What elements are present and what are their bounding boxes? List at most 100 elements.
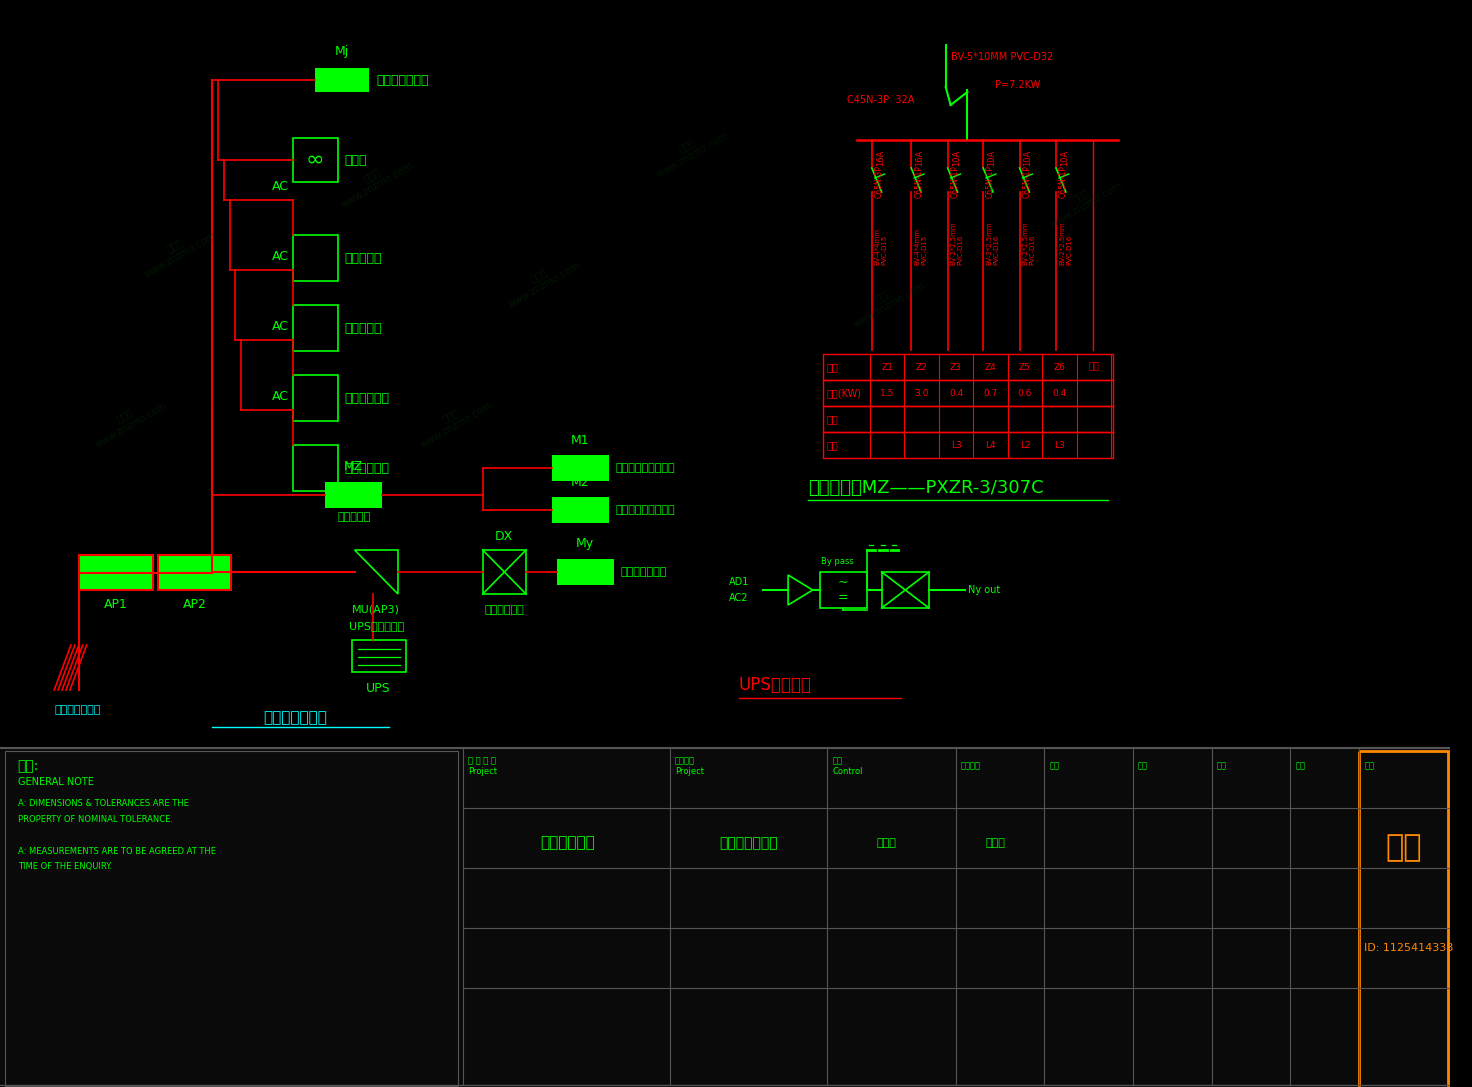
Bar — [823, 432, 1113, 458]
Text: Z6: Z6 — [1054, 362, 1066, 372]
Text: 知末: 知末 — [1385, 834, 1422, 862]
Text: BV-2*2.5mm
PVC-D16: BV-2*2.5mm PVC-D16 — [1058, 222, 1072, 265]
Text: AC: AC — [272, 180, 290, 193]
Bar — [4, 751, 458, 1086]
Bar — [293, 375, 339, 421]
Bar — [552, 497, 609, 523]
Text: Mj: Mj — [334, 46, 349, 59]
Text: 机房精密空调: 机房精密空调 — [344, 462, 390, 475]
Text: 未核算: 未核算 — [985, 838, 1005, 848]
Text: ID: 1125414338: ID: 1125414338 — [1365, 944, 1454, 953]
Text: 0.4: 0.4 — [1052, 388, 1067, 398]
Text: 照明配电箱: 照明配电箱 — [337, 512, 371, 522]
Text: BV-4*4mm
PVC-D15: BV-4*4mm PVC-D15 — [914, 228, 927, 265]
Bar — [79, 555, 153, 590]
Text: 图材数量: 图材数量 — [960, 762, 980, 771]
Text: 工程名称
Project: 工程名称 Project — [674, 757, 704, 776]
Text: 比例: 比例 — [1050, 762, 1060, 771]
Text: 知末网
www.znzmo.com: 知末网 www.znzmo.com — [87, 390, 169, 450]
Text: BV-4*4mm
PVC-D15: BV-4*4mm PVC-D15 — [874, 228, 888, 265]
Text: BV-2*2.5mm
PVC-D16: BV-2*2.5mm PVC-D16 — [951, 222, 964, 265]
Text: PROPERTY OF NOMINAL TOLERANCE.: PROPERTY OF NOMINAL TOLERANCE. — [18, 814, 172, 824]
Text: 廊 安 单 位
Project: 廊 安 单 位 Project — [468, 757, 498, 776]
Bar — [325, 482, 383, 508]
Text: UPS电源配电箱: UPS电源配电箱 — [349, 621, 403, 630]
Text: P=7.2KW: P=7.2KW — [995, 80, 1041, 90]
Text: BV-2*2.5mm
PVC-D16: BV-2*2.5mm PVC-D16 — [1023, 222, 1035, 265]
Bar — [293, 445, 339, 491]
Text: 配电系统干线图: 配电系统干线图 — [720, 836, 779, 850]
Text: C65N-1P: C65N-1P — [1023, 165, 1032, 198]
Text: 知末网
www.znzmo.com: 知末网 www.znzmo.com — [334, 150, 415, 210]
Text: L2: L2 — [1020, 440, 1030, 450]
Text: 知末网
www.znzmo.com: 知末网 www.znzmo.com — [846, 271, 927, 329]
Bar — [158, 555, 231, 590]
Bar — [1360, 751, 1448, 1087]
Text: Ny out: Ny out — [969, 585, 1001, 595]
Text: 备注:: 备注: — [18, 759, 40, 773]
Text: C65N-1P: C65N-1P — [951, 165, 960, 198]
Text: Z5: Z5 — [1019, 362, 1030, 372]
Text: GENERAL NOTE: GENERAL NOTE — [18, 777, 94, 787]
Text: 10A: 10A — [951, 150, 961, 166]
Text: 知末网
www.znzmo.com: 知末网 www.znzmo.com — [412, 390, 493, 450]
Text: 备用: 备用 — [1089, 362, 1100, 372]
Bar — [293, 305, 339, 351]
Text: L4: L4 — [985, 440, 997, 450]
Text: C65N-1P: C65N-1P — [986, 165, 995, 198]
Text: C65N-3P: C65N-3P — [874, 165, 883, 198]
Text: 0.7: 0.7 — [983, 388, 998, 398]
Text: C65N-1P: C65N-1P — [914, 165, 923, 198]
Text: BV-2*2.5mm
PVC-D16: BV-2*2.5mm PVC-D16 — [986, 222, 999, 265]
Text: C45N-3P  32A: C45N-3P 32A — [848, 95, 914, 105]
Text: 双电源切换箱: 双电源切换箱 — [484, 605, 524, 615]
Text: 16A: 16A — [876, 150, 885, 166]
Text: M1: M1 — [571, 434, 589, 447]
Text: C65N-1P: C65N-1P — [1058, 165, 1069, 198]
Bar — [556, 559, 614, 585]
Bar — [823, 407, 1113, 432]
Bar — [79, 555, 153, 590]
Text: 引自大楼配电房: 引自大楼配电房 — [54, 705, 100, 715]
Text: UPS原理框图: UPS原理框图 — [739, 676, 811, 694]
Text: Z2: Z2 — [916, 362, 927, 372]
Text: AC: AC — [272, 321, 290, 334]
Text: 设计: 设计 — [1138, 762, 1148, 771]
Text: 容量(KW): 容量(KW) — [826, 388, 861, 398]
Text: 1.5: 1.5 — [880, 388, 895, 398]
Text: 新风机: 新风机 — [344, 153, 368, 166]
Text: 审定: 审定 — [1295, 762, 1306, 771]
Text: M2: M2 — [571, 475, 589, 488]
Text: ∞: ∞ — [306, 150, 324, 170]
Text: Z1: Z1 — [882, 362, 894, 372]
Text: 知末网
www.znzmo.com: 知末网 www.znzmo.com — [500, 250, 583, 310]
Text: 图别
Control: 图别 Control — [832, 757, 863, 776]
Text: MU(AP3): MU(AP3) — [352, 605, 400, 615]
Text: 编号: 编号 — [826, 362, 838, 372]
Text: 知末网
www.znzmo.com: 知末网 www.znzmo.com — [1044, 171, 1125, 229]
Text: 服务器间照明配电箱: 服务器间照明配电箱 — [615, 463, 676, 473]
Text: A: DIMENSIONS & TOLERANCES ARE THE: A: DIMENSIONS & TOLERANCES ARE THE — [18, 799, 188, 808]
Text: AP1: AP1 — [105, 599, 128, 612]
Text: MZ: MZ — [344, 461, 364, 474]
Text: TIME OF THE ENQUIRY.: TIME OF THE ENQUIRY. — [18, 862, 112, 872]
Text: 办公室空调: 办公室空调 — [344, 251, 383, 264]
Text: 3.0: 3.0 — [914, 388, 929, 398]
Text: 办公室空调: 办公室空调 — [344, 322, 383, 335]
Text: 知末网
www.znzmo.com: 知末网 www.znzmo.com — [137, 221, 218, 279]
Text: UPS: UPS — [367, 682, 390, 695]
Text: 0.6: 0.6 — [1017, 388, 1032, 398]
Bar — [0, 748, 1450, 1087]
Text: 校对: 校对 — [1216, 762, 1226, 771]
Text: By pass: By pass — [820, 558, 854, 566]
Bar — [158, 555, 231, 590]
Text: AC: AC — [272, 390, 290, 403]
Bar — [293, 235, 339, 282]
Bar — [315, 68, 369, 92]
Bar — [352, 640, 406, 672]
Text: 知末网
www.znzmo.com: 知末网 www.znzmo.com — [649, 121, 730, 179]
Text: 0.4: 0.4 — [949, 388, 963, 398]
Text: L3: L3 — [1054, 440, 1064, 450]
Text: 未核算: 未核算 — [877, 838, 896, 848]
Bar — [293, 138, 339, 182]
